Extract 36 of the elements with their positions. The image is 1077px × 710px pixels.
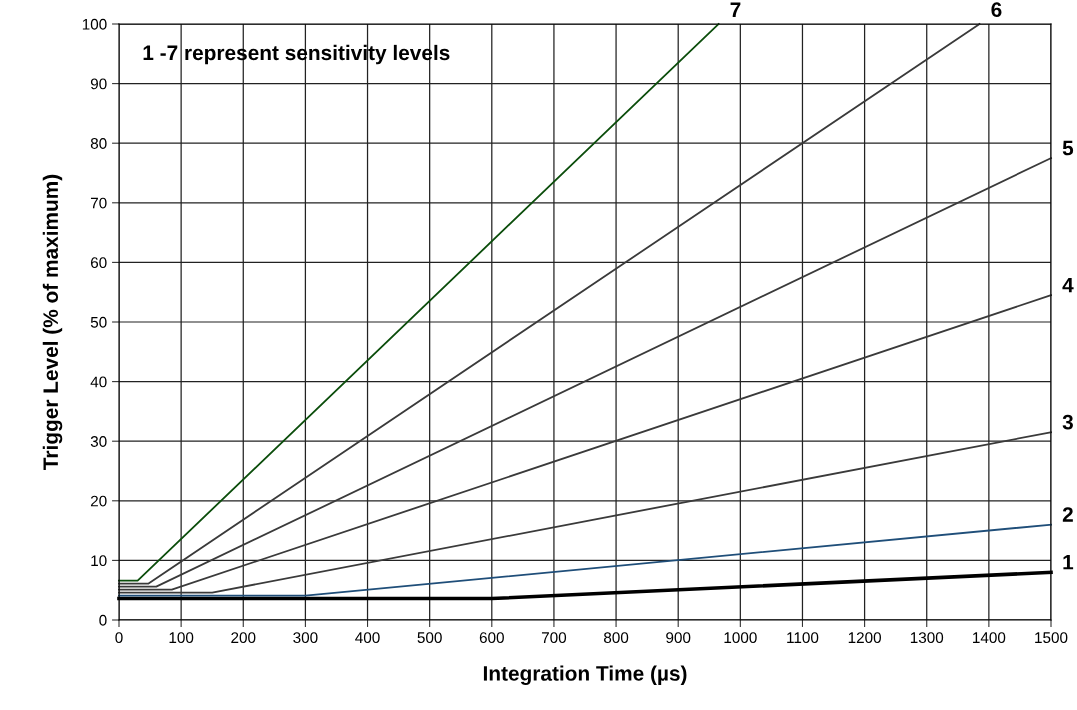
series-label: 3 [1062, 414, 1073, 430]
y-tick-label: 100 [82, 18, 107, 30]
series-label: 4 [1062, 277, 1074, 293]
x-tick-label: 1000 [724, 632, 757, 644]
y-tick-label: 80 [90, 138, 107, 149]
y-tick-label: 40 [90, 376, 107, 388]
series-label: 7 [730, 2, 741, 17]
x-axis-title: Integration Time (µs) [483, 665, 687, 685]
y-axis-title: Trigger Level (% of maximum) [42, 174, 63, 470]
x-tick-label: 500 [417, 632, 442, 644]
y-tick-label: 50 [90, 316, 107, 328]
x-tick-label: 1300 [910, 632, 944, 644]
y-tick-label: 10 [91, 555, 107, 567]
x-tick-label: 600 [479, 632, 504, 644]
x-tick-label: 300 [293, 632, 318, 644]
x-tick-label: 1100 [787, 632, 819, 644]
y-tick-label: 20 [90, 495, 107, 507]
x-tick-label: 700 [541, 632, 567, 644]
x-tick-label: 1200 [848, 632, 881, 644]
x-tick-label: 800 [603, 632, 629, 644]
x-tick-label: 1500 [1035, 632, 1068, 644]
series-label: 1 [1063, 555, 1074, 570]
y-tick-label: 70 [90, 197, 107, 209]
x-tick-label: 400 [355, 632, 380, 644]
y-tick-label: 30 [90, 436, 107, 447]
x-tick-label: 200 [231, 632, 256, 644]
y-tick-label: 60 [90, 257, 107, 269]
series-label: 6 [991, 2, 1002, 18]
x-tick-label: 0 [115, 632, 123, 644]
y-tick-label: 0 [99, 614, 107, 626]
series-label: 5 [1062, 140, 1074, 156]
x-tick-label: 900 [666, 632, 691, 644]
series-label: 2 [1062, 507, 1073, 522]
x-tick-label: 100 [169, 632, 194, 644]
y-tick-label: 90 [90, 78, 107, 90]
x-tick-label: 1400 [973, 632, 1006, 644]
